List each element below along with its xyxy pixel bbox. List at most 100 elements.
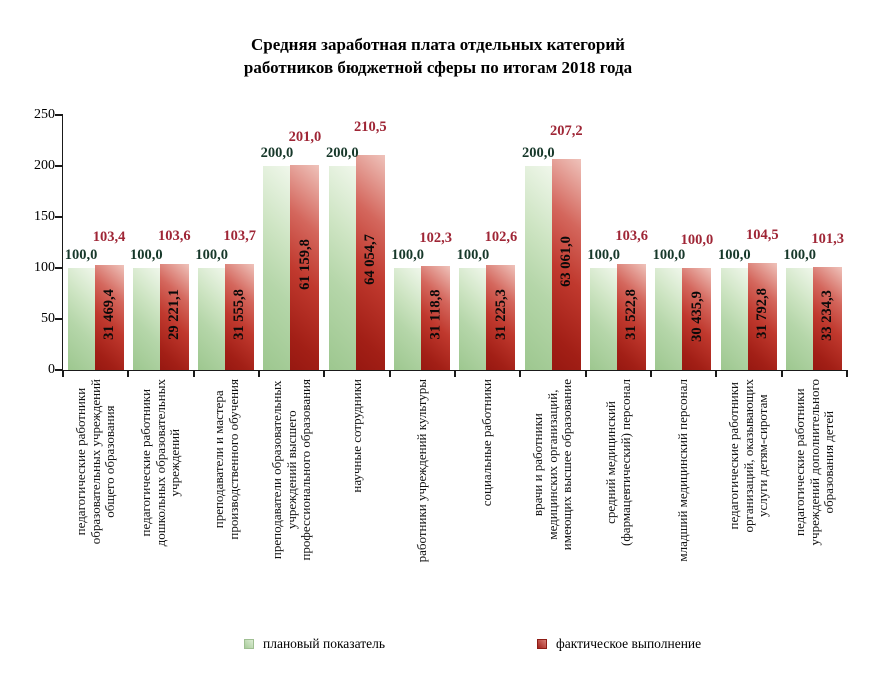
fact-salary-label: 31 522,8	[617, 264, 646, 364]
plan-value-label: 100,0	[391, 247, 424, 263]
plan-value-label: 100,0	[783, 247, 816, 263]
y-tick-label: 100	[34, 260, 55, 275]
x-axis-tick	[715, 371, 718, 377]
y-axis-tick	[55, 216, 62, 218]
fact-salary-label: 31 469,4	[95, 265, 124, 364]
category-label-text: врачи и работники медицинских организаци…	[530, 379, 575, 551]
plan-value-label: 100,0	[718, 247, 751, 263]
bar-fact	[290, 164, 320, 370]
x-axis-tick	[649, 371, 652, 377]
legend-plan-label: плановый показатель	[263, 636, 386, 651]
bar-plan	[263, 166, 291, 370]
x-axis-tick	[127, 371, 130, 377]
category-label-text: младший медицинский персонал	[675, 379, 691, 562]
bar-plan	[655, 268, 683, 370]
fact-value-label: 101,3	[811, 230, 844, 247]
category-label-text: социальные работники	[479, 379, 495, 507]
fact-salary-label: 31 118,8	[421, 266, 450, 364]
x-axis-tick	[519, 371, 522, 377]
x-axis-tick	[845, 371, 848, 377]
x-axis-tick	[388, 371, 391, 377]
fact-salary-text: 30 435,9	[688, 290, 705, 342]
bar-plan	[459, 268, 487, 370]
bar-plan	[524, 166, 552, 370]
category-label-text: педагогические работники учреждений допо…	[791, 379, 836, 546]
y-tick-label: 50	[41, 311, 55, 326]
bar-fact	[682, 268, 712, 370]
fact-value-label: 103,4	[92, 228, 126, 245]
x-axis-tick	[62, 371, 64, 377]
bar-fact	[94, 264, 124, 370]
category-label-text: средний медицинский (фармацевтический) п…	[602, 379, 633, 546]
bar-plan	[328, 166, 356, 370]
chart-title: Средняя заработная плата отдельных катег…	[0, 33, 876, 79]
fact-value-label: 102,3	[419, 229, 452, 246]
x-axis-tick	[323, 371, 326, 377]
fact-value-label: 201,0	[288, 128, 322, 145]
plan-value-label: 100,0	[195, 247, 228, 263]
x-axis-tick	[257, 371, 260, 377]
fact-value-label: 103,7	[223, 228, 256, 245]
y-tick-label: 0	[48, 362, 55, 377]
y-axis-tick	[55, 369, 62, 371]
category-label-text: преподаватели и мастера производственног…	[210, 379, 241, 540]
fact-salary-label: 61 159,8	[290, 165, 319, 364]
bar-fact	[486, 265, 516, 370]
fact-salary-label: 30 435,9	[682, 268, 711, 364]
fact-salary-text: 31 225,3	[492, 289, 509, 341]
fact-value-label: 207,2	[550, 122, 583, 139]
fact-salary-label: 33 234,3	[813, 267, 842, 364]
chart-title-line-1: Средняя заработная плата отдельных катег…	[251, 35, 625, 54]
y-axis-tick	[55, 165, 62, 167]
y-tick-label: 250	[34, 107, 55, 122]
bar-plan	[67, 268, 95, 370]
bar-fact	[617, 264, 647, 370]
bar-fact	[421, 265, 451, 370]
category-label-text: педагогические работники дошкольных обра…	[138, 379, 183, 547]
x-axis	[61, 369, 848, 371]
x-axis-tick	[453, 371, 456, 377]
plan-value-label: 100,0	[130, 247, 163, 263]
x-axis-tick	[192, 371, 195, 377]
fact-value-label: 102,6	[484, 229, 518, 246]
bar-plan	[720, 268, 748, 370]
bar-plan	[198, 268, 226, 370]
plan-value-label: 200,0	[522, 145, 555, 161]
x-axis-tick	[584, 371, 587, 377]
plan-value-label: 100,0	[652, 247, 686, 263]
x-axis-tick	[780, 371, 783, 377]
fact-value-label: 103,6	[615, 228, 648, 245]
chart-title-line-2: работников бюджетной сферы по итогам 201…	[243, 58, 633, 77]
y-axis-tick	[55, 114, 62, 116]
bar-plan	[786, 268, 814, 370]
plan-value-label: 100,0	[456, 247, 490, 263]
y-axis-tick	[55, 318, 62, 320]
y-axis	[61, 114, 63, 372]
plan-series-swatch-icon	[244, 639, 254, 649]
fact-value-label: 210,5	[354, 119, 387, 136]
plan-value-label: 200,0	[326, 145, 359, 161]
y-tick-label: 200	[34, 158, 55, 173]
fact-salary-label: 31 792,8	[748, 263, 777, 364]
fact-salary-text: 29 221,1	[165, 288, 182, 340]
legend-item-plan: плановый показатель	[244, 636, 385, 652]
plan-value-label: 200,0	[260, 145, 294, 161]
fact-salary-label: 31 225,3	[486, 265, 515, 364]
bar-fact	[355, 155, 385, 370]
legend-item-fact: фактическое выполнение	[537, 636, 701, 652]
fact-salary-label: 31 555,8	[225, 264, 254, 364]
bar-plan	[132, 268, 160, 370]
y-axis-tick	[55, 267, 62, 269]
plan-value-label: 100,0	[587, 247, 620, 263]
bar-fact	[159, 264, 189, 370]
fact-salary-text: 31 118,8	[427, 289, 444, 340]
category-label-text: педагогические работники организаций, ок…	[726, 379, 771, 533]
fact-salary-text: 31 792,8	[753, 288, 770, 340]
category-label-text: преподаватели образовательных учреждений…	[268, 379, 313, 561]
plan-value-label: 100,0	[64, 247, 98, 263]
bar-plan	[590, 268, 618, 370]
fact-salary-label: 29 221,1	[160, 264, 189, 364]
fact-value-label: 100,0	[680, 232, 714, 248]
fact-salary-text: 31 522,8	[623, 288, 640, 340]
